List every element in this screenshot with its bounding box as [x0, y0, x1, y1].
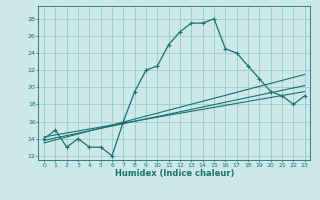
X-axis label: Humidex (Indice chaleur): Humidex (Indice chaleur): [115, 169, 234, 178]
